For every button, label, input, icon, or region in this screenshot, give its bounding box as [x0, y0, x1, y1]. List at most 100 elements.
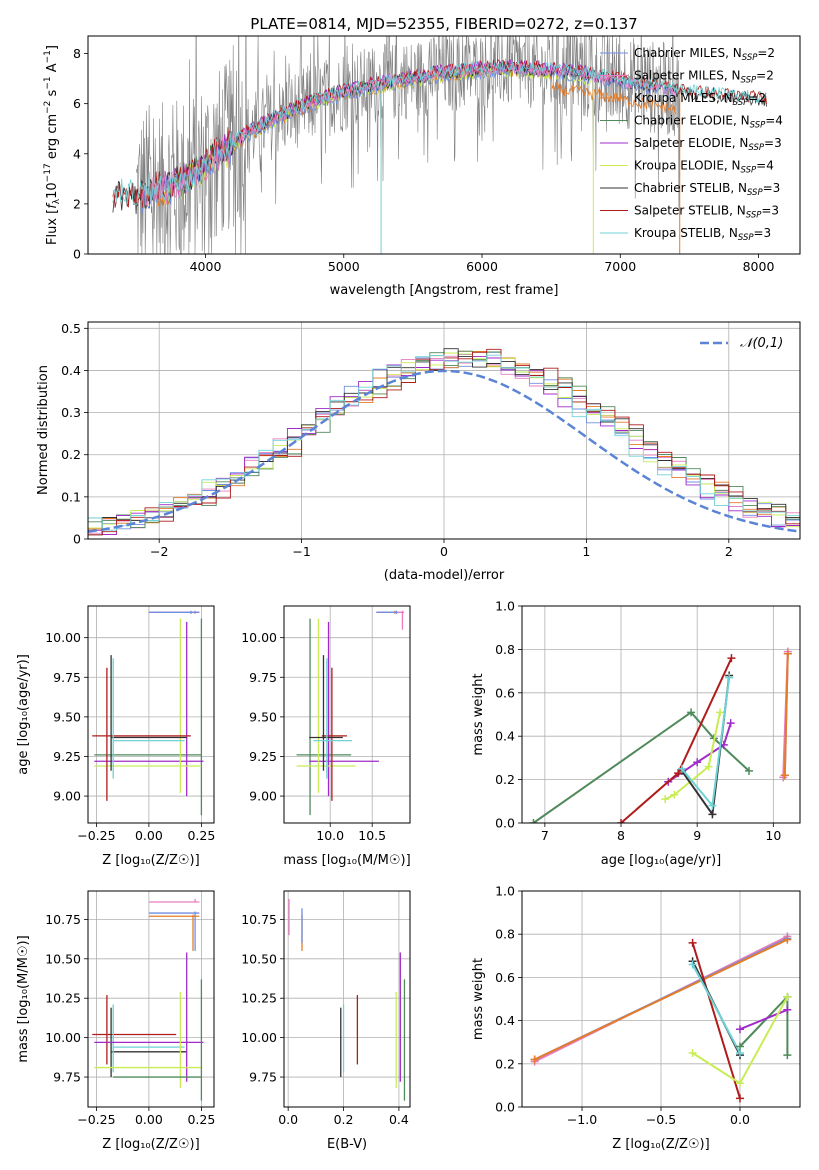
data-point — [674, 769, 683, 778]
legend-entry: Salpeter ELODIE, NSSP=3 — [634, 136, 782, 153]
plot-area — [529, 647, 792, 823]
x-tick-label: 4000 — [190, 259, 222, 274]
plot-area — [92, 610, 204, 816]
y-tick-label: 0.4 — [495, 729, 515, 744]
y-tick-label: 10.00 — [241, 1030, 277, 1045]
y-tick-label: 10.00 — [241, 630, 277, 645]
x-tick-label: 0.25 — [187, 828, 215, 843]
chart-massweight-vs-age: 7 8 9 10 0.0 0.2 0.4 0.6 0.8 1.0 age [log₁₀(age/yr… — [471, 599, 801, 868]
data-point — [735, 1094, 744, 1103]
y-axis-label: age [log₁₀(age/yr)] — [16, 654, 31, 775]
x-axis-label: wavelength [Angstrom, rest frame] — [330, 283, 559, 298]
series-kroupa-elodie — [688, 992, 792, 1088]
y-tick-label: 0.5 — [61, 321, 81, 336]
axes-frame — [87, 605, 215, 824]
data-point — [725, 673, 734, 682]
x-tick-label: 10.0 — [316, 828, 344, 843]
x-axis-label: Z [log₁₀(Z/Z☉)] — [612, 1137, 709, 1152]
chart-spectrum: 4000 5000 6000 7000 8000 0 2 4 6 8 wavelength [Ang… — [43, 35, 801, 298]
data-point — [677, 764, 686, 773]
errorbar-chabrier-elodie — [113, 979, 203, 1101]
series-salpeter-stelib — [617, 654, 736, 823]
data-point — [735, 1042, 744, 1051]
legend-entry: Chabrier MILES, NSSP=2 — [634, 46, 775, 63]
y-tick-label: 0.4 — [61, 363, 81, 378]
errorbar-kroupa-stelib — [112, 1004, 185, 1073]
y-axis-label: mass [log₁₀(M/M☉)] — [16, 935, 31, 1062]
y-tick-label: 8 — [73, 46, 81, 61]
y-tick-label: 0.3 — [61, 405, 81, 420]
y-tick-label: 2 — [73, 196, 81, 211]
y-tick-label: 0.2 — [61, 447, 81, 462]
chart-mass-vs-ebv: 0.0 0.2 0.4 9.75 10.00 10.25 10.50 10.75 E(B-V) — [241, 890, 411, 1152]
x-axis-label: age [log₁₀(age/yr)] — [601, 853, 722, 868]
y-tick-label: 9.25 — [53, 749, 81, 764]
y-tick-label: 6 — [73, 96, 81, 111]
data-point — [704, 762, 713, 771]
axes-frame — [87, 35, 801, 255]
y-axis-label: Normed distribution — [36, 365, 51, 495]
x-tick-label: −0.25 — [77, 1112, 115, 1127]
data-point — [687, 708, 696, 717]
legend-entry: Kroupa ELODIE, NSSP=4 — [634, 159, 774, 176]
x-axis-label: E(B-V) — [327, 1137, 367, 1152]
data-point — [726, 719, 735, 728]
series-kroupa-stelib — [688, 960, 744, 1057]
data-point — [783, 1051, 792, 1060]
errorbar-chabrier-stelib — [309, 655, 343, 771]
y-tick-label: 10.75 — [45, 912, 81, 927]
data-point — [708, 810, 717, 819]
data-point — [688, 1049, 697, 1057]
data-point — [735, 1025, 744, 1034]
chart-massweight-vs-Z: −1.0 −0.5 0.0 0.0 0.2 0.4 0.6 0.8 1.0 Z [log₁₀(Z/… — [471, 884, 801, 1152]
legend-entry: Chabrier ELODIE, NSSP=4 — [634, 114, 783, 131]
x-tick-label: 6000 — [466, 259, 498, 274]
y-tick-label: 1.0 — [495, 599, 515, 614]
y-axis-label: mass weight — [471, 958, 486, 1040]
errorbar-kroupa-stelib — [313, 658, 353, 779]
errorbar-chabrier-miles — [376, 610, 398, 614]
data-point — [727, 654, 736, 663]
series-kroupa-stelib — [677, 673, 734, 810]
y-tick-label: 0.2 — [495, 1056, 515, 1071]
x-tick-label: 0.25 — [187, 1112, 215, 1127]
x-tick-label: 0.00 — [135, 1112, 163, 1127]
errorbar-chabrier-elodie — [94, 618, 203, 816]
errorbar-kroupa-miles — [148, 914, 200, 951]
data-point — [716, 708, 725, 717]
data-point — [688, 960, 697, 969]
x-tick-label: 0.0 — [730, 1112, 750, 1127]
errorbar-chabrier-miles — [148, 610, 200, 614]
axes-frame — [521, 605, 801, 824]
plot-area — [88, 348, 800, 536]
series-kroupa-miles — [530, 935, 792, 1064]
legend-entry: Kroupa STELIB, NSSP=3 — [634, 226, 771, 243]
series-chabrier-elodie — [529, 708, 753, 823]
series-salpeter-stelib — [688, 938, 744, 1103]
x-tick-label: 8 — [617, 828, 625, 843]
x-tick-label: 5000 — [328, 259, 360, 274]
x-tick-label: 0.2 — [334, 1112, 354, 1127]
histogram-kroupa-stelib — [88, 354, 800, 531]
errorbar-salpeter-miles — [148, 898, 200, 903]
y-tick-label: 0 — [73, 247, 81, 262]
errorbar-salpeter-elodie — [94, 621, 204, 797]
data-point — [744, 766, 753, 775]
data-point — [780, 771, 789, 780]
data-point — [617, 819, 626, 823]
y-tick-label: 10.25 — [45, 991, 81, 1006]
histogram-salpeter-stelib — [88, 348, 800, 536]
y-tick-label: 9.50 — [53, 709, 81, 724]
y-tick-label: 10.50 — [241, 951, 277, 966]
y-tick-label: 0 — [73, 532, 81, 547]
errorbar-chabrier-stelib — [110, 655, 187, 771]
data-point — [530, 1055, 539, 1064]
x-tick-label: 9 — [693, 828, 701, 843]
y-tick-label: 10.00 — [45, 630, 81, 645]
plot-area — [92, 898, 204, 1101]
x-tick-label: −1.0 — [567, 1112, 597, 1127]
y-tick-label: 0.2 — [495, 772, 515, 787]
x-tick-label: 0.4 — [389, 1112, 409, 1127]
data-point — [529, 819, 538, 823]
gaussian-curve — [88, 369, 800, 533]
